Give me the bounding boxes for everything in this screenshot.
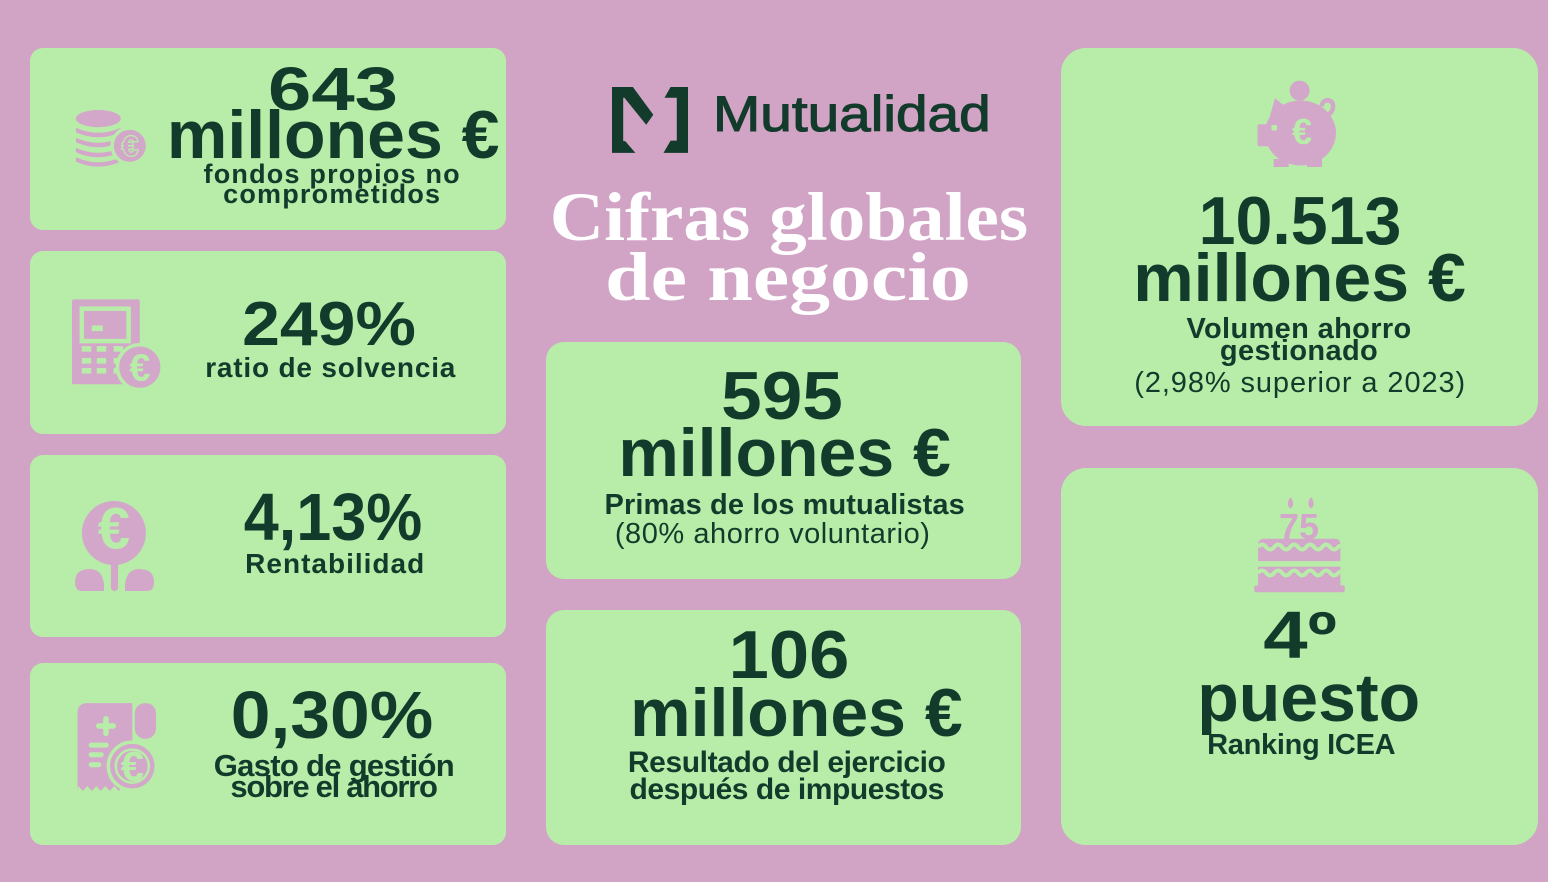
svg-text:€: € xyxy=(129,348,150,390)
svg-text:€: € xyxy=(1292,111,1312,152)
svg-text:€: € xyxy=(98,497,130,562)
svg-text:€: € xyxy=(122,131,138,162)
svg-text:€: € xyxy=(121,743,144,790)
